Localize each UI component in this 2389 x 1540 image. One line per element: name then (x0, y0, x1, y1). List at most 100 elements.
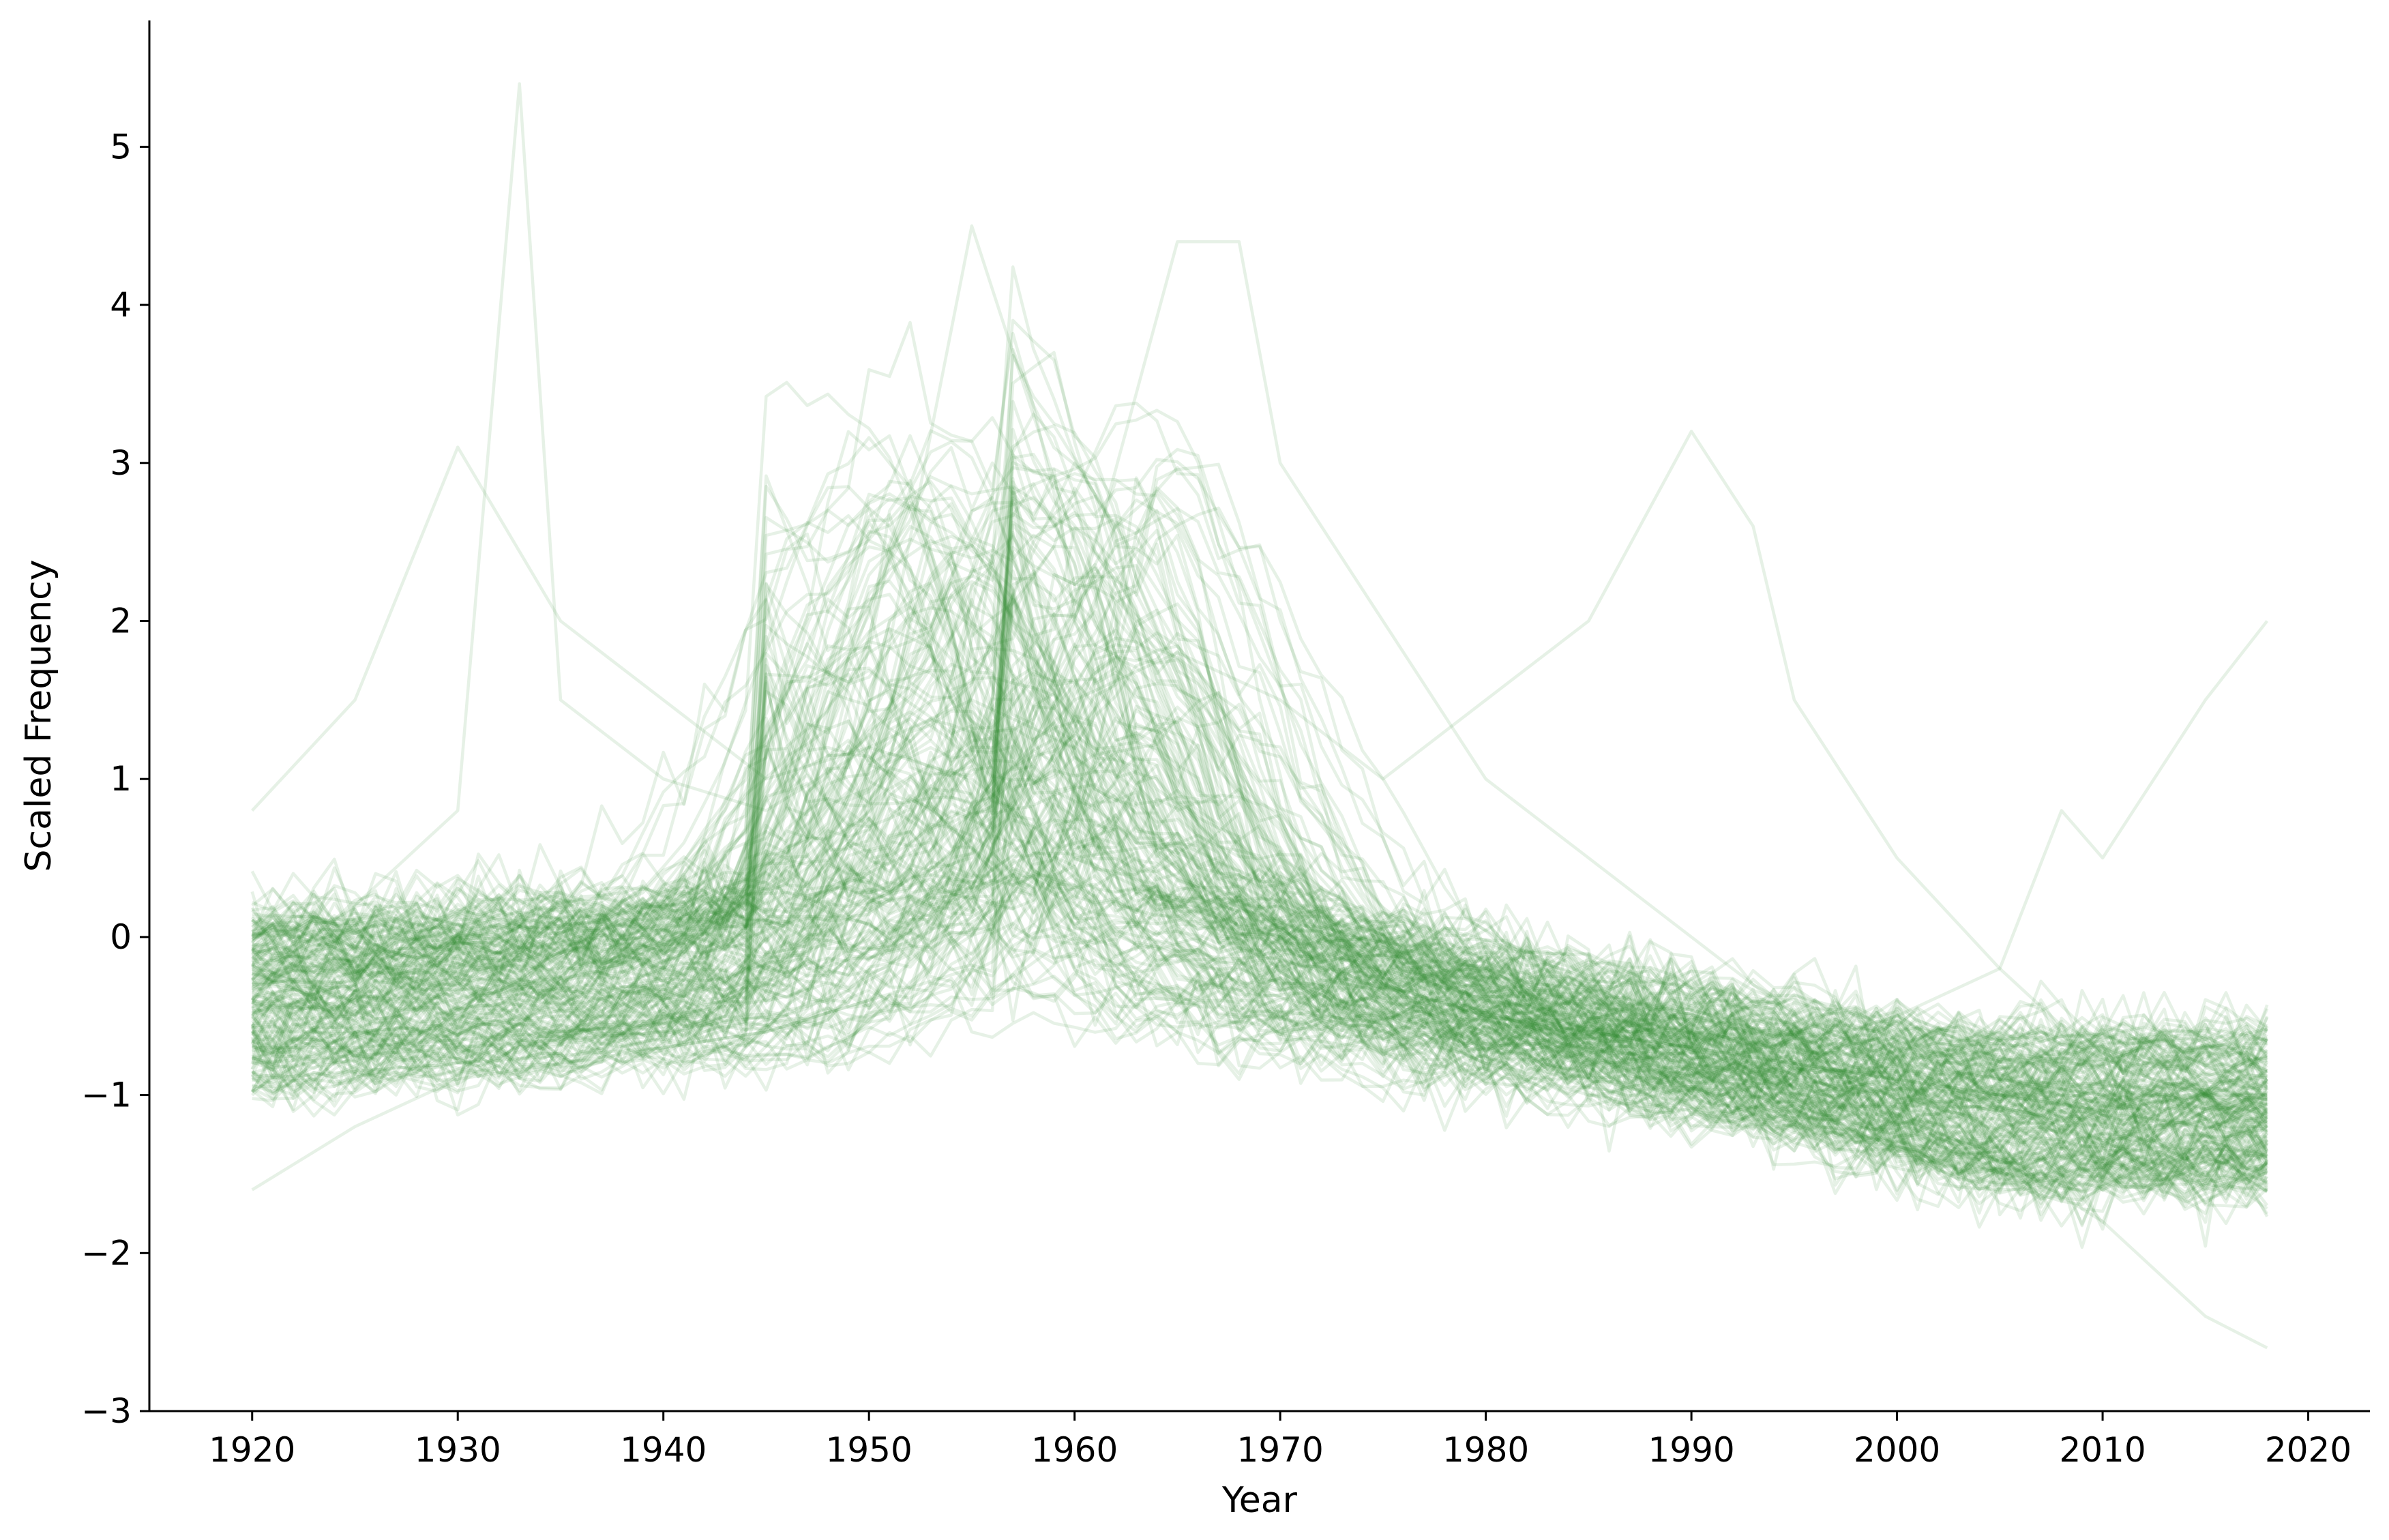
x-tick-label: 2000 (1854, 1430, 1940, 1470)
series-line (252, 523, 2268, 1151)
series-line (252, 778, 2268, 1076)
series-line (251, 595, 2268, 1060)
series-line (252, 833, 2268, 1100)
y-ticks: −3 −2 −1 0 1 2 3 4 5 (81, 127, 149, 1431)
series-line (250, 474, 2268, 1116)
series-line (251, 640, 2268, 1145)
series-line (251, 730, 2269, 1166)
series-line (251, 722, 2269, 1155)
series-line (252, 485, 2268, 1055)
series-line (252, 644, 2268, 1182)
series-line (251, 732, 2268, 1193)
y-tick-label: 2 (110, 601, 132, 640)
series-line (251, 620, 2269, 1191)
series-line (250, 823, 2268, 1069)
series-line (252, 824, 2268, 1172)
series-line (251, 842, 2268, 1158)
series-line (252, 645, 2269, 1224)
series-line (251, 677, 2269, 1168)
series-line (251, 812, 2268, 1112)
series-line (251, 645, 2268, 1078)
series-line (251, 507, 2268, 1196)
series-line (250, 490, 2269, 1196)
series-line (252, 726, 2268, 1184)
x-tick-label: 1920 (209, 1430, 295, 1470)
series-line (251, 513, 2268, 1184)
series-line (251, 416, 2268, 1086)
series-line (250, 657, 2268, 1134)
x-tick-label: 1940 (620, 1430, 707, 1470)
series-line (252, 669, 2268, 1134)
series-line (252, 550, 2268, 1114)
series-line (250, 490, 2269, 1068)
series-line (250, 642, 2268, 1249)
series-line (251, 516, 2268, 1089)
series-line (250, 627, 2268, 1168)
series-line (251, 487, 2269, 1178)
series-line (251, 702, 2268, 1093)
y-tick-label: −1 (81, 1076, 132, 1115)
series-line (250, 864, 2269, 1082)
series-line (250, 517, 2269, 1164)
series-line (250, 582, 2269, 1205)
series-line (250, 578, 2268, 1121)
series-line (252, 545, 2268, 1170)
series-line (250, 535, 2268, 1080)
series-line (251, 492, 2268, 1194)
series-line (250, 628, 2268, 1199)
y-tick-label: 4 (110, 285, 132, 325)
series-line (251, 597, 2268, 1209)
series-line (251, 580, 2268, 1120)
series-line (251, 496, 2268, 1127)
series-line (252, 657, 2268, 1123)
series-line (252, 691, 2268, 1117)
x-tick-label: 1990 (1648, 1430, 1734, 1470)
series-line (252, 535, 2269, 1076)
series-line (251, 887, 2269, 1224)
series-line (252, 548, 2268, 1139)
y-tick-label: 0 (110, 917, 132, 957)
series-line (252, 563, 2269, 1209)
series-line (251, 521, 2268, 1061)
series-line (250, 629, 2268, 1125)
x-tick-label: 2010 (2059, 1430, 2146, 1470)
series-line (252, 673, 2268, 1104)
series-line (252, 440, 2268, 1121)
series-line (251, 608, 2269, 1127)
x-tick-label: 1950 (826, 1430, 912, 1470)
series-line (251, 569, 2268, 1101)
series-line (252, 593, 2268, 1078)
series-line (251, 731, 2269, 1096)
series-line (251, 710, 2268, 1108)
series-line (251, 643, 2268, 1176)
series-line (251, 597, 2268, 1152)
x-tick-label: 2020 (2265, 1430, 2351, 1470)
series-line (250, 506, 2268, 1189)
series-line (251, 430, 2268, 1200)
y-tick-label: −3 (81, 1391, 132, 1431)
series-line (250, 486, 2268, 1205)
series-line (252, 224, 2268, 1113)
series-line (252, 715, 2269, 1099)
series-line (251, 462, 2268, 1071)
series-line (251, 593, 2268, 1150)
series-line (251, 565, 2268, 1190)
series-line (251, 674, 2268, 1106)
series-line (252, 744, 2268, 1185)
series-line (251, 672, 2269, 1161)
series-line (251, 763, 2268, 1071)
y-tick-label: 3 (110, 443, 132, 483)
x-tick-label: 1980 (1442, 1430, 1529, 1470)
series-line (252, 353, 2269, 1231)
series-line (251, 572, 2268, 1146)
series-line (252, 623, 2269, 1198)
series-line (252, 430, 2268, 1128)
series-line (251, 635, 2268, 1092)
series-line (250, 836, 2268, 1153)
series-line (250, 496, 2268, 1155)
series-line (251, 400, 2268, 1110)
series-line (252, 458, 2268, 1123)
series-line (252, 401, 2269, 1166)
series-line (251, 533, 2268, 1073)
